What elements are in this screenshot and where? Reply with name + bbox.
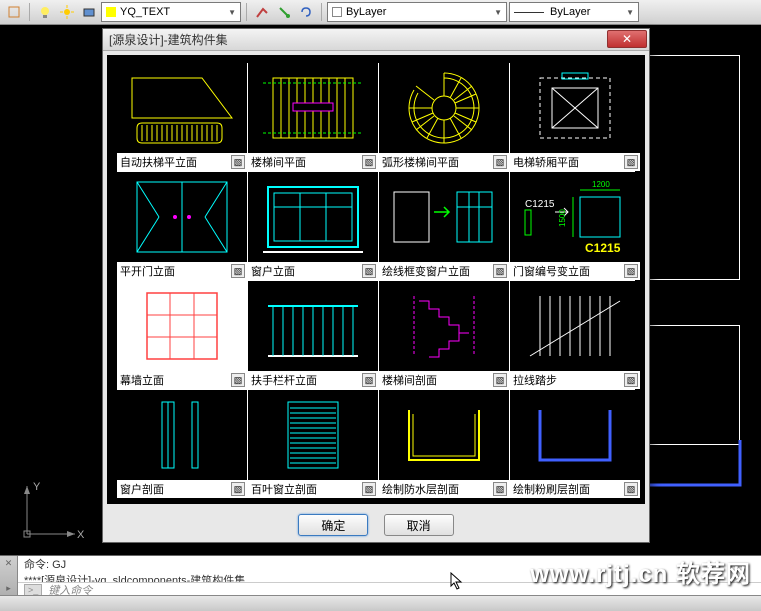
tool-layer-icon[interactable]	[79, 2, 99, 22]
tool-sun-icon[interactable]	[57, 2, 77, 22]
cell-door-elev[interactable]: 平开门立面▧	[117, 172, 247, 280]
dialog-body: 自动扶梯平立面▧ 楼梯间平面▧	[107, 55, 645, 504]
cell-toggle[interactable]: ▧	[624, 155, 638, 169]
cell-stair-plan[interactable]: 楼梯间平面▧	[248, 63, 378, 171]
cell-toggle[interactable]: ▧	[624, 373, 638, 387]
cell-toggle[interactable]: ▧	[493, 373, 507, 387]
svg-text:X: X	[77, 529, 85, 541]
cell-handrail[interactable]: 扶手栏杆立面▧	[248, 281, 378, 389]
dialog-titlebar[interactable]: [源泉设计]-建筑构件集 ✕	[103, 29, 649, 51]
tool-lightbulb-1[interactable]	[35, 2, 55, 22]
tool-match-icon[interactable]	[252, 2, 272, 22]
close-button[interactable]: ✕	[607, 30, 647, 48]
chevron-down-icon: ▼	[228, 8, 236, 17]
component-grid: 自动扶梯平立面▧ 楼梯间平面▧	[117, 63, 635, 498]
cell-window-elev[interactable]: 窗户立面▧	[248, 172, 378, 280]
watermark-text: www.rjtj.cn 软荐网	[530, 554, 751, 589]
cell-stair-section[interactable]: 楼梯间剖面▧	[379, 281, 509, 389]
cell-toggle[interactable]: ▧	[624, 264, 638, 278]
tool-btn-1[interactable]	[4, 2, 24, 22]
linetype-dropdown[interactable]: ByLayer ▼	[509, 2, 639, 22]
cell-toggle[interactable]: ▧	[624, 482, 638, 496]
ok-button[interactable]: 确定	[298, 514, 368, 536]
cell-escalator[interactable]: 自动扶梯平立面▧	[117, 63, 247, 171]
svg-text:1500: 1500	[558, 209, 567, 227]
chevron-down-icon: ▼	[626, 8, 634, 17]
main-toolbar: YQ_TEXT ▼ ByLayer ▼ ByLayer ▼	[0, 0, 761, 25]
cell-toggle[interactable]: ▧	[362, 482, 376, 496]
linetype-preview	[514, 12, 544, 13]
tool-paint-icon[interactable]	[274, 2, 294, 22]
cell-toggle[interactable]: ▧	[231, 155, 245, 169]
cell-louver[interactable]: 百叶窗立剖面▧	[248, 390, 378, 498]
cell-toggle[interactable]: ▧	[493, 264, 507, 278]
status-bar	[0, 595, 761, 611]
color-swatch	[332, 7, 342, 17]
cell-plaster[interactable]: 绘制粉刷层剖面▧	[510, 390, 640, 498]
cell-spiral-stair[interactable]: 弧形楼梯间平面▧	[379, 63, 509, 171]
cell-toggle[interactable]: ▧	[231, 482, 245, 496]
color-dropdown[interactable]: ByLayer ▼	[327, 2, 507, 22]
cell-waterproof[interactable]: 绘制防水层剖面▧	[379, 390, 509, 498]
drawing-channel	[640, 435, 750, 495]
layer-name: YQ_TEXT	[120, 6, 170, 18]
layer-dropdown[interactable]: YQ_TEXT ▼	[101, 2, 241, 22]
svg-text:1200: 1200	[592, 180, 610, 189]
cell-step-lines[interactable]: 拉线踏步▧	[510, 281, 640, 389]
linetype-name: ByLayer	[550, 6, 590, 18]
cell-toggle[interactable]: ▧	[362, 155, 376, 169]
svg-text:Y: Y	[33, 481, 41, 493]
cell-frame-to-window[interactable]: 绘线框变窗户立面▧	[379, 172, 509, 280]
command-prompt-icon: >_	[24, 584, 42, 596]
svg-text:C1215: C1215	[525, 199, 555, 210]
cell-curtain-wall[interactable]: 幕墙立面▧	[117, 281, 247, 389]
cell-elevator[interactable]: 电梯轿厢平面▧	[510, 63, 640, 171]
chevron-down-icon: ▼	[494, 8, 502, 17]
cell-window-section[interactable]: 窗户剖面▧	[117, 390, 247, 498]
cell-toggle[interactable]: ▧	[362, 373, 376, 387]
cell-toggle[interactable]: ▧	[231, 264, 245, 278]
cancel-button[interactable]: 取消	[384, 514, 454, 536]
drawing-rect-1	[640, 55, 740, 280]
dialog-title-text: [源泉设计]-建筑构件集	[109, 31, 228, 48]
cell-toggle[interactable]: ▧	[493, 155, 507, 169]
cell-toggle[interactable]: ▧	[493, 482, 507, 496]
command-gutter[interactable]: ✕ ▸	[0, 556, 18, 595]
cell-toggle[interactable]: ▧	[362, 264, 376, 278]
dialog-buttons: 确定 取消	[103, 508, 649, 542]
cell-toggle[interactable]: ▧	[231, 373, 245, 387]
cell-window-tag[interactable]: C1215 1200 1500 C1215 门窗编号变立面▧	[510, 172, 640, 280]
drawing-rect-2	[640, 325, 740, 445]
color-name: ByLayer	[346, 6, 386, 18]
ucs-icon: Y X	[15, 476, 85, 546]
component-dialog: [源泉设计]-建筑构件集 ✕ 自动扶梯平立面▧	[102, 28, 650, 543]
svg-text:C1215: C1215	[585, 241, 621, 255]
layer-color-swatch	[106, 7, 116, 17]
tool-link-icon[interactable]	[296, 2, 316, 22]
